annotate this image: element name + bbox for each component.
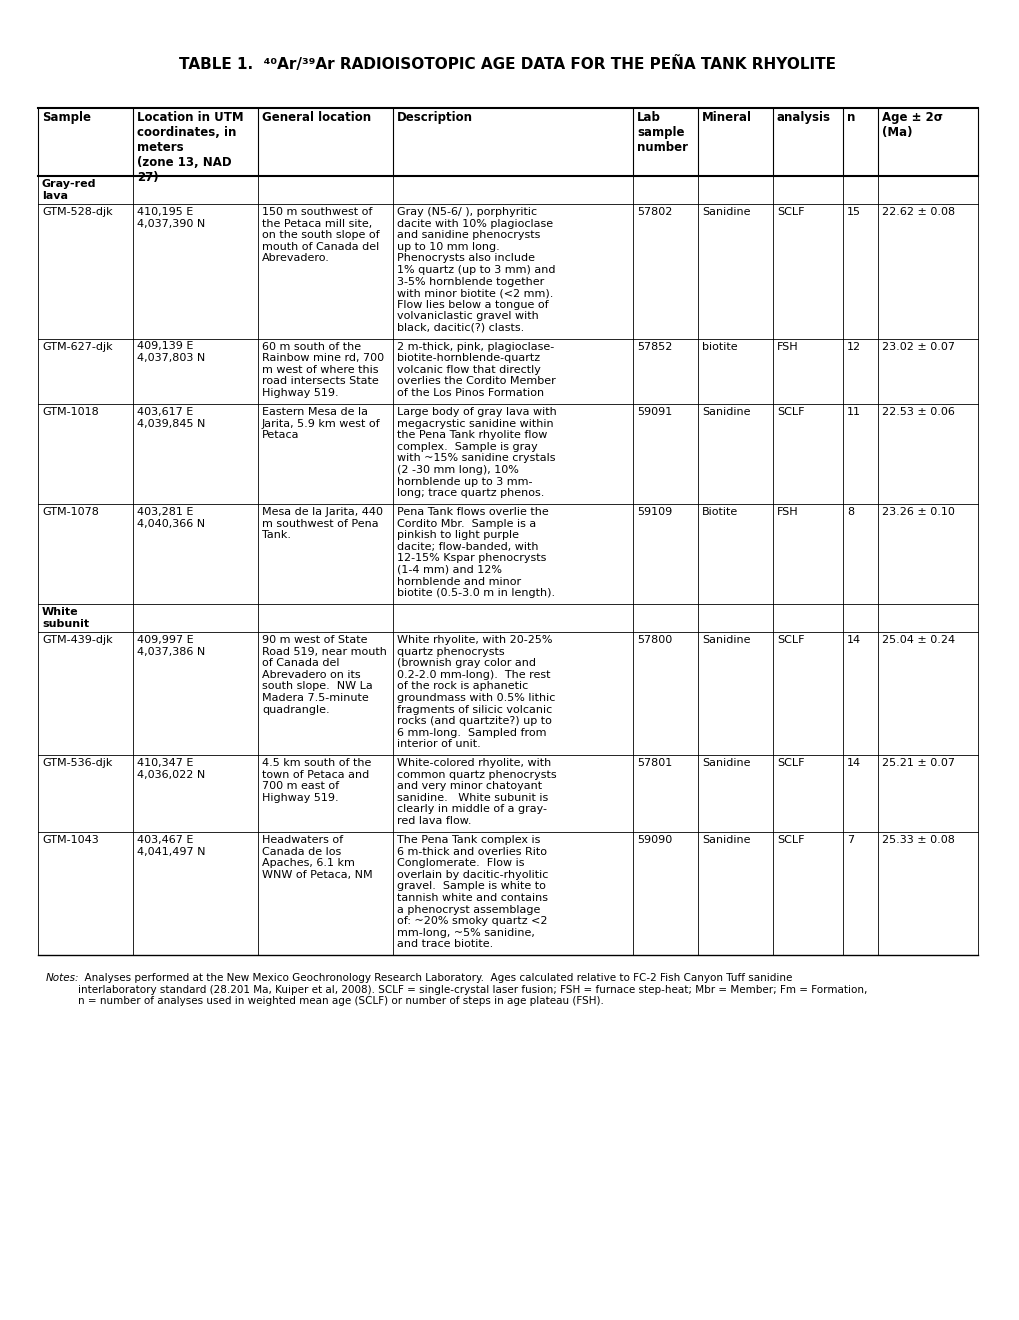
- Text: GTM-627-djk: GTM-627-djk: [42, 342, 112, 351]
- Text: 410,347 E
4,036,022 N: 410,347 E 4,036,022 N: [137, 758, 205, 780]
- Text: White rhyolite, with 20-25%
quartz phenocrysts
(brownish gray color and
0.2-2.0 : White rhyolite, with 20-25% quartz pheno…: [396, 635, 554, 750]
- Text: SCLF: SCLF: [776, 836, 804, 845]
- Text: 15: 15: [846, 207, 860, 216]
- Text: biotite: biotite: [701, 342, 737, 351]
- Text: 403,467 E
4,041,497 N: 403,467 E 4,041,497 N: [137, 836, 205, 857]
- Text: 90 m west of State
Road 519, near mouth
of Canada del
Abrevadero on its
south sl: 90 m west of State Road 519, near mouth …: [262, 635, 386, 714]
- Text: 11: 11: [846, 407, 860, 417]
- Text: Sanidine: Sanidine: [701, 407, 750, 417]
- Text: 23.26 ± 0.10: 23.26 ± 0.10: [881, 507, 954, 517]
- Text: General location: General location: [262, 111, 371, 124]
- Text: FSH: FSH: [776, 342, 798, 351]
- Text: 14: 14: [846, 758, 860, 768]
- Text: Sanidine: Sanidine: [701, 836, 750, 845]
- Text: 7: 7: [846, 836, 853, 845]
- Text: Sanidine: Sanidine: [701, 635, 750, 645]
- Text: Location in UTM
coordinates, in
meters
(zone 13, NAD
27): Location in UTM coordinates, in meters (…: [137, 111, 244, 183]
- Text: analysis: analysis: [776, 111, 830, 124]
- Text: White-colored rhyolite, with
common quartz phenocrysts
and very minor chatoyant
: White-colored rhyolite, with common quar…: [396, 758, 556, 826]
- Text: 14: 14: [846, 635, 860, 645]
- Text: Pena Tank flows overlie the
Cordito Mbr.  Sample is a
pinkish to light purple
da: Pena Tank flows overlie the Cordito Mbr.…: [396, 507, 554, 598]
- Text: 8: 8: [846, 507, 853, 517]
- Text: GTM-1078: GTM-1078: [42, 507, 99, 517]
- Text: 4.5 km south of the
town of Petaca and
700 m east of
Highway 519.: 4.5 km south of the town of Petaca and 7…: [262, 758, 371, 803]
- Text: 25.04 ± 0.24: 25.04 ± 0.24: [881, 635, 954, 645]
- Text: 403,617 E
4,039,845 N: 403,617 E 4,039,845 N: [137, 407, 205, 429]
- Text: 22.62 ± 0.08: 22.62 ± 0.08: [881, 207, 954, 216]
- Text: GTM-439-djk: GTM-439-djk: [42, 635, 112, 645]
- Text: 410,195 E
4,037,390 N: 410,195 E 4,037,390 N: [137, 207, 205, 228]
- Text: White
subunit: White subunit: [42, 607, 89, 628]
- Text: SCLF: SCLF: [776, 635, 804, 645]
- Text: 57802: 57802: [637, 207, 672, 216]
- Text: Description: Description: [396, 111, 473, 124]
- Text: 57800: 57800: [637, 635, 672, 645]
- Text: Mineral: Mineral: [701, 111, 751, 124]
- Text: Age ± 2σ
(Ma): Age ± 2σ (Ma): [881, 111, 942, 139]
- Text: 23.02 ± 0.07: 23.02 ± 0.07: [881, 342, 954, 351]
- Text: Notes:: Notes:: [46, 973, 79, 983]
- Text: 12: 12: [846, 342, 860, 351]
- Text: Headwaters of
Canada de los
Apaches, 6.1 km
WNW of Petaca, NM: Headwaters of Canada de los Apaches, 6.1…: [262, 836, 372, 880]
- Text: 60 m south of the
Rainbow mine rd, 700
m west of where this
road intersects Stat: 60 m south of the Rainbow mine rd, 700 m…: [262, 342, 384, 397]
- Text: Biotite: Biotite: [701, 507, 738, 517]
- Text: Mesa de la Jarita, 440
m southwest of Pena
Tank.: Mesa de la Jarita, 440 m southwest of Pe…: [262, 507, 382, 540]
- Text: 409,139 E
4,037,803 N: 409,139 E 4,037,803 N: [137, 342, 205, 363]
- Text: Eastern Mesa de la
Jarita, 5.9 km west of
Petaca: Eastern Mesa de la Jarita, 5.9 km west o…: [262, 407, 380, 440]
- Text: GTM-528-djk: GTM-528-djk: [42, 207, 112, 216]
- Text: 59090: 59090: [637, 836, 672, 845]
- Text: 409,997 E
4,037,386 N: 409,997 E 4,037,386 N: [137, 635, 205, 656]
- Text: SCLF: SCLF: [776, 407, 804, 417]
- Text: SCLF: SCLF: [776, 207, 804, 216]
- Text: FSH: FSH: [776, 507, 798, 517]
- Text: Lab
sample
number: Lab sample number: [637, 111, 688, 154]
- Text: Large body of gray lava with
megacrystic sanidine within
the Pena Tank rhyolite : Large body of gray lava with megacrystic…: [396, 407, 556, 498]
- Text: 57801: 57801: [637, 758, 672, 768]
- Text: 22.53 ± 0.06: 22.53 ± 0.06: [881, 407, 954, 417]
- Text: 150 m southwest of
the Petaca mill site,
on the south slope of
mouth of Canada d: 150 m southwest of the Petaca mill site,…: [262, 207, 379, 264]
- Text: 2 m-thick, pink, plagioclase-
biotite-hornblende-quartz
volcanic flow that direc: 2 m-thick, pink, plagioclase- biotite-ho…: [396, 342, 555, 397]
- Text: GTM-1018: GTM-1018: [42, 407, 99, 417]
- Text: 25.33 ± 0.08: 25.33 ± 0.08: [881, 836, 954, 845]
- Text: Analyses performed at the New Mexico Geochronology Research Laboratory.  Ages ca: Analyses performed at the New Mexico Geo…: [77, 973, 866, 1006]
- Text: SCLF: SCLF: [776, 758, 804, 768]
- Text: 57852: 57852: [637, 342, 672, 351]
- Text: GTM-536-djk: GTM-536-djk: [42, 758, 112, 768]
- Text: n: n: [846, 111, 855, 124]
- Text: Gray (N5-6/ ), porphyritic
dacite with 10% plagioclase
and sanidine phenocrysts
: Gray (N5-6/ ), porphyritic dacite with 1…: [396, 207, 555, 333]
- Text: 403,281 E
4,040,366 N: 403,281 E 4,040,366 N: [137, 507, 205, 528]
- Text: Sanidine: Sanidine: [701, 207, 750, 216]
- Text: Sanidine: Sanidine: [701, 758, 750, 768]
- Text: Gray-red
lava: Gray-red lava: [42, 180, 97, 201]
- Text: The Pena Tank complex is
6 m-thick and overlies Rito
Conglomerate.  Flow is
over: The Pena Tank complex is 6 m-thick and o…: [396, 836, 548, 949]
- Text: Sample: Sample: [42, 111, 91, 124]
- Text: 25.21 ± 0.07: 25.21 ± 0.07: [881, 758, 954, 768]
- Text: 59091: 59091: [637, 407, 672, 417]
- Text: TABLE 1.  ⁴⁰Ar/³⁹Ar RADIOISOTOPIC AGE DATA FOR THE PEÑA TANK RHYOLITE: TABLE 1. ⁴⁰Ar/³⁹Ar RADIOISOTOPIC AGE DAT…: [179, 55, 836, 73]
- Text: GTM-1043: GTM-1043: [42, 836, 99, 845]
- Text: 59109: 59109: [637, 507, 672, 517]
